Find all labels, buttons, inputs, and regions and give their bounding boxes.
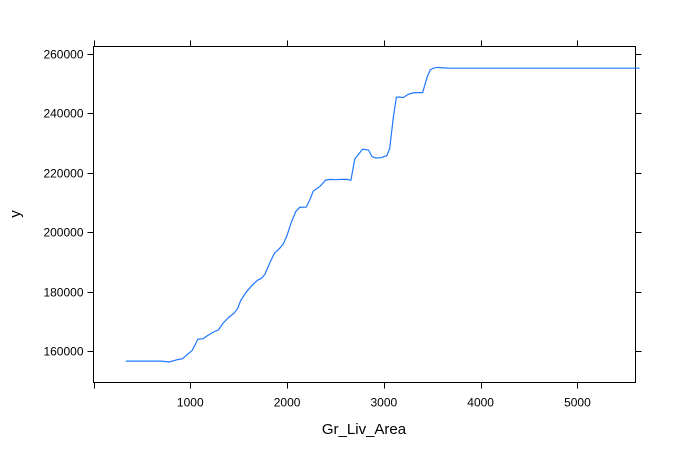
y-tick-label: 240000	[43, 107, 83, 121]
x-tick-label: 2000	[274, 396, 301, 410]
y-axis-title: y	[7, 210, 24, 218]
y-tick-label: 160000	[43, 345, 83, 359]
x-tick-label: 4000	[467, 396, 494, 410]
y-tick-label: 260000	[43, 48, 83, 62]
series-line	[125, 66, 640, 363]
y-tick-label: 180000	[43, 286, 83, 300]
plot-panel	[93, 46, 636, 383]
y-tick-label: 200000	[43, 226, 83, 240]
x-axis-title: Gr_Liv_Area	[322, 421, 407, 438]
x-tick-label: 5000	[564, 396, 591, 410]
y-tick-label: 220000	[43, 167, 83, 181]
x-tick-label: 1000	[177, 396, 204, 410]
x-tick-label: 3000	[371, 396, 398, 410]
axis-tick-labels: 1000 2000 3000 4000 5000 160000 180000 200000 22…	[43, 48, 591, 410]
axis-ticks	[87, 40, 642, 389]
